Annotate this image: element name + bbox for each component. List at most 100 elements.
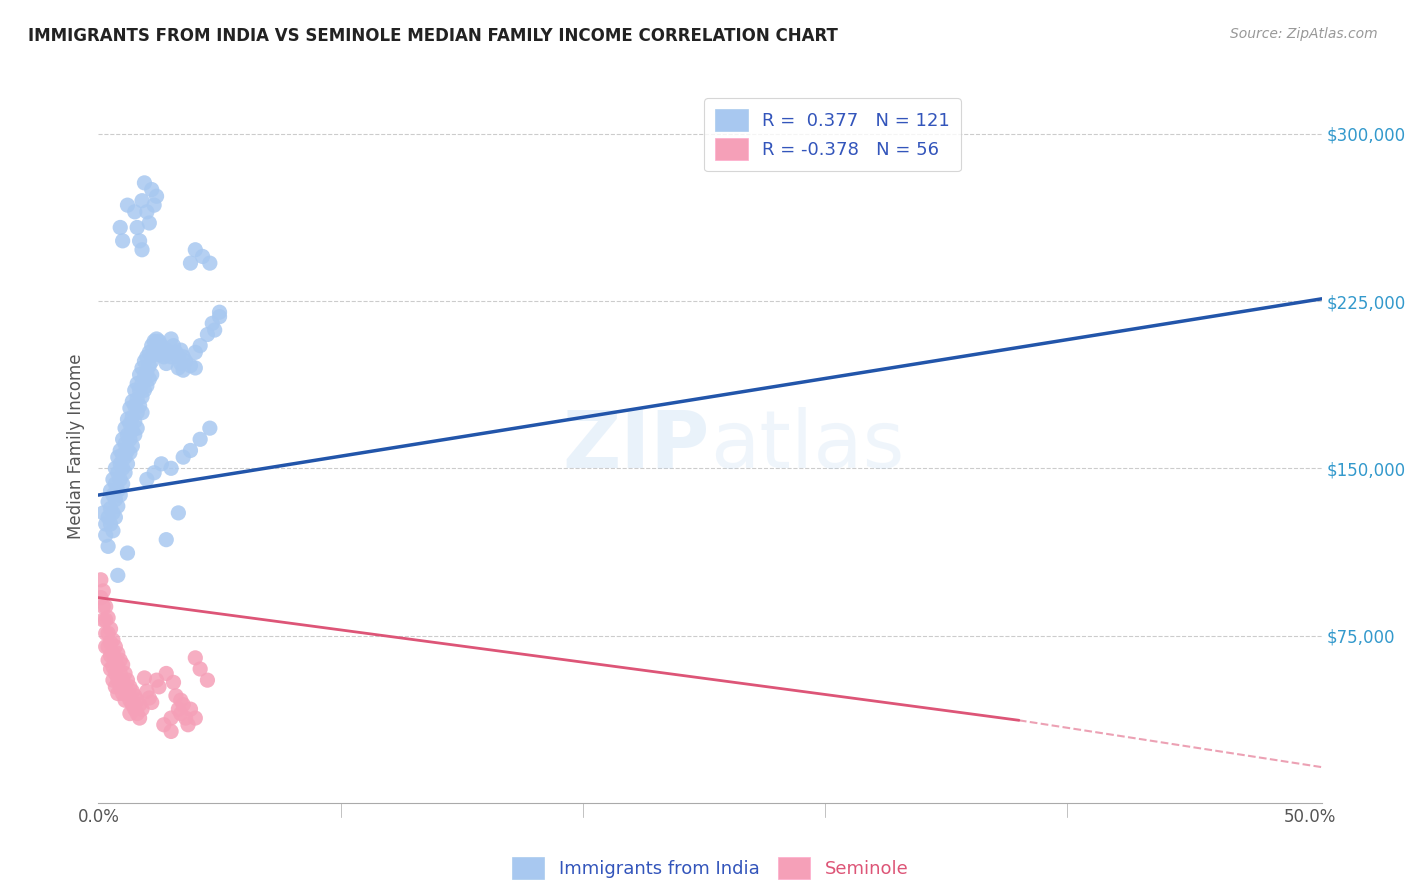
Point bbox=[160, 350, 183, 364]
Point bbox=[143, 198, 166, 212]
Point bbox=[148, 347, 170, 362]
Point bbox=[143, 347, 166, 362]
Point bbox=[134, 384, 156, 398]
Point bbox=[150, 457, 173, 471]
Point bbox=[127, 693, 149, 707]
Point bbox=[97, 539, 120, 553]
Point bbox=[179, 359, 201, 373]
Point bbox=[94, 640, 117, 654]
Point bbox=[172, 698, 194, 712]
Point bbox=[110, 488, 132, 502]
Point bbox=[118, 693, 141, 707]
Point bbox=[131, 360, 153, 375]
Point bbox=[91, 506, 114, 520]
Point bbox=[127, 220, 149, 235]
Point bbox=[127, 706, 149, 721]
Point bbox=[94, 599, 117, 614]
Point bbox=[114, 450, 136, 464]
Point bbox=[172, 363, 194, 377]
Point bbox=[201, 316, 224, 330]
Y-axis label: Median Family Income: Median Family Income bbox=[67, 353, 86, 539]
Point bbox=[107, 466, 129, 480]
Point bbox=[101, 633, 124, 648]
Point bbox=[110, 457, 132, 471]
Point bbox=[110, 473, 132, 487]
Point bbox=[170, 693, 193, 707]
Point bbox=[155, 343, 177, 357]
Point bbox=[141, 182, 163, 196]
Point bbox=[104, 680, 127, 694]
Point bbox=[104, 640, 127, 654]
Point bbox=[100, 648, 122, 663]
Point bbox=[94, 517, 117, 532]
Point bbox=[134, 176, 156, 190]
Point bbox=[107, 500, 129, 514]
Point bbox=[145, 332, 167, 346]
Point bbox=[100, 635, 122, 649]
Point bbox=[117, 412, 139, 426]
Point bbox=[155, 533, 177, 547]
Point bbox=[131, 390, 153, 404]
Point bbox=[208, 310, 231, 324]
Point bbox=[101, 646, 124, 660]
Point bbox=[197, 327, 219, 342]
Point bbox=[107, 673, 129, 687]
Point bbox=[162, 338, 184, 352]
Point bbox=[110, 443, 132, 458]
Point bbox=[101, 673, 124, 687]
Point bbox=[114, 466, 136, 480]
Point bbox=[101, 506, 124, 520]
Point bbox=[111, 433, 134, 447]
Point bbox=[127, 376, 149, 391]
Point bbox=[114, 693, 136, 707]
Point bbox=[167, 506, 190, 520]
Point bbox=[128, 234, 150, 248]
Point bbox=[134, 671, 156, 685]
Point bbox=[97, 640, 120, 654]
Point bbox=[124, 414, 146, 428]
Point bbox=[94, 613, 117, 627]
Point bbox=[184, 243, 207, 257]
Point bbox=[174, 711, 197, 725]
Point bbox=[107, 660, 129, 674]
Point bbox=[104, 492, 127, 507]
Point bbox=[191, 249, 214, 264]
Point bbox=[141, 338, 163, 352]
Point bbox=[101, 473, 124, 487]
Point bbox=[138, 690, 160, 705]
Point bbox=[114, 666, 136, 681]
Point bbox=[148, 334, 170, 348]
Point bbox=[153, 717, 176, 731]
Point bbox=[135, 366, 157, 380]
Point bbox=[170, 706, 193, 721]
Point bbox=[138, 216, 160, 230]
Point bbox=[188, 662, 211, 676]
Text: ZIP: ZIP bbox=[562, 407, 710, 485]
Point bbox=[111, 657, 134, 672]
Text: Source: ZipAtlas.com: Source: ZipAtlas.com bbox=[1230, 27, 1378, 41]
Text: IMMIGRANTS FROM INDIA VS SEMINOLE MEDIAN FAMILY INCOME CORRELATION CHART: IMMIGRANTS FROM INDIA VS SEMINOLE MEDIAN… bbox=[28, 27, 838, 45]
Point bbox=[117, 546, 139, 560]
Point bbox=[138, 359, 160, 373]
Point bbox=[208, 305, 231, 319]
Point bbox=[184, 360, 207, 375]
Point bbox=[97, 510, 120, 524]
Point bbox=[184, 345, 207, 359]
Point bbox=[121, 424, 143, 438]
Point bbox=[131, 702, 153, 716]
Point bbox=[110, 653, 132, 667]
Point bbox=[167, 360, 190, 375]
Legend: Immigrants from India, Seminole: Immigrants from India, Seminole bbox=[505, 850, 915, 887]
Point bbox=[100, 662, 122, 676]
Point bbox=[179, 443, 201, 458]
Point bbox=[124, 689, 146, 703]
Point bbox=[135, 684, 157, 698]
Point bbox=[184, 711, 207, 725]
Point bbox=[124, 384, 146, 398]
Point bbox=[153, 350, 176, 364]
Point bbox=[134, 369, 156, 384]
Point bbox=[94, 528, 117, 542]
Point bbox=[131, 194, 153, 208]
Point bbox=[128, 384, 150, 398]
Point bbox=[104, 476, 127, 491]
